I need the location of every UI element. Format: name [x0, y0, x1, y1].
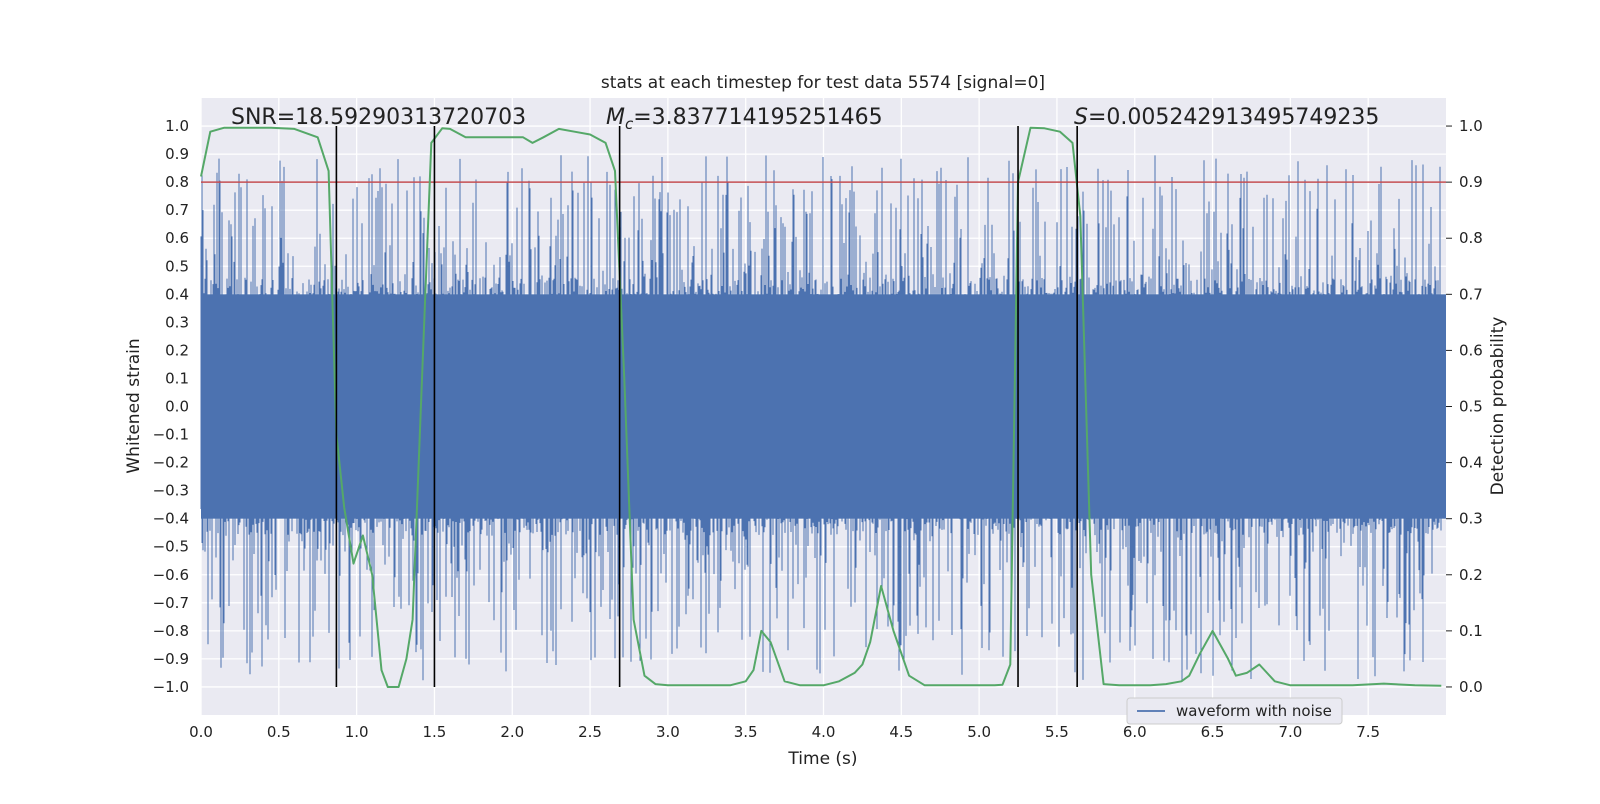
x-tick-label: 1.5	[423, 723, 447, 741]
legend-box	[1126, 697, 1343, 725]
y-right-tick-label: 0.9	[1459, 173, 1483, 191]
y-left-tick-label: −0.1	[153, 426, 189, 444]
legend-label-waveform: waveform with noise	[1176, 702, 1332, 720]
y-right-tick-label: 0.4	[1459, 454, 1483, 472]
y-right-tick-label: 1.0	[1459, 117, 1483, 135]
y-left-tick-label: 0.5	[165, 257, 189, 275]
x-tick-label: 6.0	[1123, 723, 1147, 741]
y-left-tick-label: 0.2	[165, 341, 189, 359]
waveform-series	[200, 155, 1446, 682]
s-statistic-symbol: S	[1074, 105, 1088, 130]
chirp-mass-subscript: c	[625, 115, 634, 133]
y-right-tick-label: 0.1	[1459, 622, 1483, 640]
chirp-mass-annotation: Mc=3.837714195251465	[606, 105, 883, 133]
x-tick-label: 3.0	[656, 723, 680, 741]
chirp-mass-value: =3.837714195251465	[633, 105, 882, 130]
snr-annotation: SNR=18.59290313720703	[231, 105, 526, 130]
vertical-markers	[335, 126, 1078, 687]
y-right-tick-label: 0.6	[1459, 341, 1483, 359]
x-axis-title: Time (s)	[787, 749, 857, 769]
x-tick-label: 7.5	[1356, 723, 1380, 741]
probability-series	[200, 126, 1442, 688]
x-tick-label: 6.5	[1201, 723, 1225, 741]
y-left-tick-label: −0.3	[153, 482, 189, 500]
x-tick-label: 5.0	[967, 723, 991, 741]
chart-title: stats at each timestep for test data 557…	[601, 73, 1045, 93]
y-right-tick-label: 0.8	[1459, 229, 1483, 247]
y-axis-right-title: Detection probability	[1488, 317, 1508, 496]
x-tick-label: 0.0	[189, 723, 213, 741]
y-right-tick-label: 0.2	[1459, 566, 1483, 584]
y-axis-left-title: Whitened strain	[124, 338, 144, 473]
legend: waveform with noise	[1126, 697, 1343, 725]
s-statistic-annotation: S=0.005242913495749235	[1074, 105, 1379, 130]
y-left-tick-label: −0.9	[153, 650, 189, 668]
y-left-tick-label: 0.1	[165, 369, 189, 387]
y-left-tick-label: 0.8	[165, 173, 189, 191]
y-left-tick-label: −0.4	[153, 510, 189, 528]
x-tick-label: 2.5	[578, 723, 602, 741]
y-left-tick-label: −0.8	[153, 622, 189, 640]
waveform-line	[200, 155, 1442, 682]
y-left-tick-label: −0.2	[153, 454, 189, 472]
y-right-tick-label: 0.5	[1459, 398, 1483, 416]
detection-probability-line	[200, 126, 1442, 688]
y-right-tick-label: 0.0	[1459, 678, 1483, 696]
x-tick-label: 4.5	[889, 723, 913, 741]
x-tick-label: 2.0	[500, 723, 524, 741]
y-left-tick-label: −1.0	[153, 678, 189, 696]
y-left-tick-label: −0.6	[153, 566, 189, 584]
y-left-tick-label: 0.4	[165, 285, 189, 303]
y-left-tick-label: 0.0	[165, 398, 189, 416]
x-tick-label: 4.0	[812, 723, 836, 741]
x-tick-label: 5.5	[1045, 723, 1069, 741]
s-statistic-value: =0.005242913495749235	[1088, 105, 1379, 130]
y-left-tick-label: 0.7	[165, 201, 189, 219]
y-right-tick-label: 0.3	[1459, 510, 1483, 528]
chirp-mass-symbol: M	[606, 105, 625, 130]
y-left-tick-label: 0.9	[165, 145, 189, 163]
x-tick-label: 1.0	[345, 723, 369, 741]
x-tick-label: 7.0	[1278, 723, 1302, 741]
y-left-tick-label: 0.6	[165, 229, 189, 247]
x-tick-label: 3.5	[734, 723, 758, 741]
y-left-tick-label: 0.3	[165, 313, 189, 331]
y-left-tick-label: −0.5	[153, 538, 189, 556]
y-left-tick-label: 1.0	[165, 117, 189, 135]
y-left-tick-label: −0.7	[153, 594, 189, 612]
tick-layer: 0.0 0.5 1.0 1.5 2.0 2.5 3.0 3.5 4.0 4.5 5.0 5.5 6.0 6…	[153, 117, 1483, 741]
y-right-tick-label: 0.7	[1459, 285, 1483, 303]
x-tick-label: 0.5	[267, 723, 291, 741]
